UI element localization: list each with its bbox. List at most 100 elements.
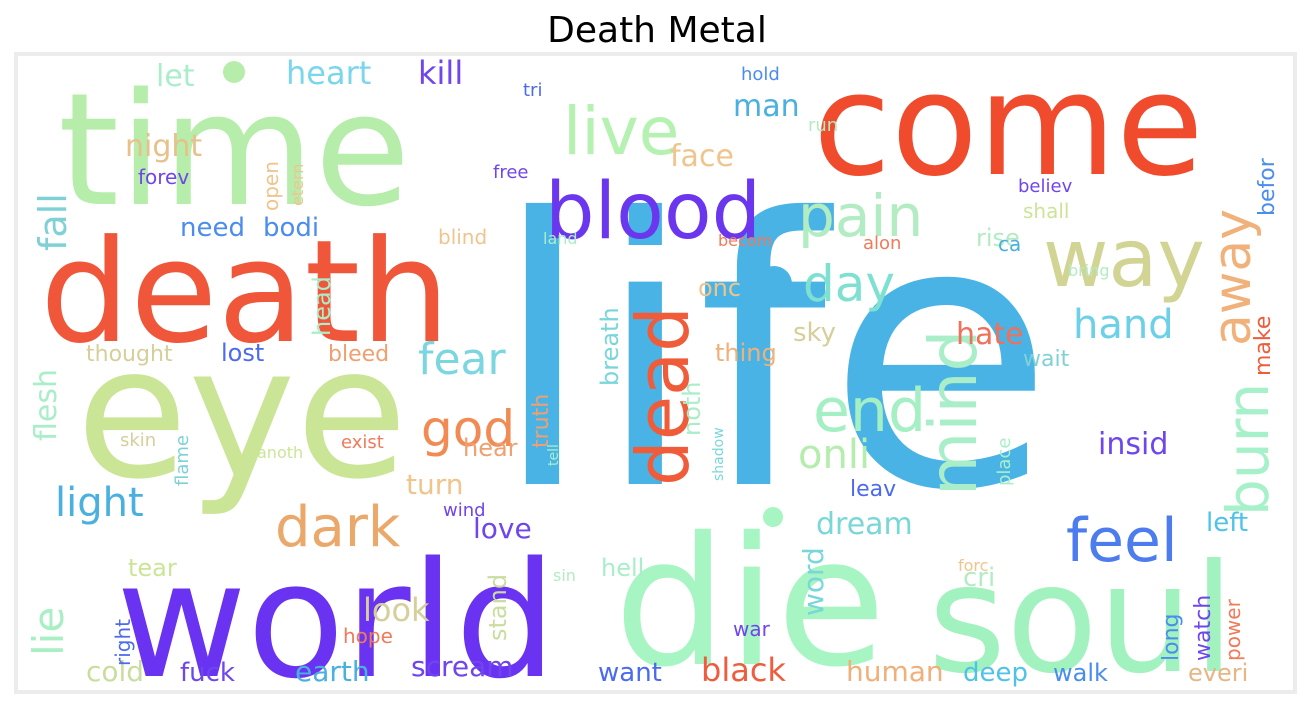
word-pain: pain bbox=[798, 182, 923, 250]
word-cri: cri bbox=[963, 563, 995, 593]
word-hold: hold bbox=[741, 64, 780, 85]
word-blood: blood bbox=[545, 167, 761, 257]
word-man: man bbox=[733, 89, 800, 124]
word-noth: noth bbox=[678, 381, 706, 436]
word-blind: blind bbox=[438, 225, 487, 249]
word-befor: befor bbox=[1255, 157, 1280, 216]
word-way: way bbox=[1043, 212, 1205, 305]
word-fall: fall bbox=[31, 193, 75, 251]
word-need: need bbox=[180, 213, 245, 243]
word-flesh: flesh bbox=[29, 369, 64, 441]
word-god: god bbox=[421, 400, 515, 458]
word-time: time bbox=[58, 59, 410, 241]
word-cloud: life come time death eye die world soul … bbox=[24, 56, 1282, 694]
word-heart: heart bbox=[286, 56, 371, 92]
word-come: come bbox=[813, 56, 1204, 208]
word-exist: exist bbox=[341, 432, 384, 453]
word-death: death bbox=[40, 210, 450, 375]
word-word: word bbox=[797, 547, 830, 616]
word-anoth: anoth bbox=[257, 443, 303, 462]
decorative-dot bbox=[763, 507, 783, 527]
word-ca: ca bbox=[998, 232, 1021, 256]
word-mind: mind bbox=[915, 330, 992, 496]
word-sky: sky bbox=[793, 318, 836, 348]
word-bleed: bleed bbox=[328, 342, 389, 367]
word-thing: thing bbox=[715, 339, 777, 367]
word-earth: earth bbox=[295, 655, 370, 688]
word-stand: stand bbox=[484, 574, 512, 641]
word-black: black bbox=[701, 651, 786, 689]
word-deep: deep bbox=[963, 658, 1028, 688]
word-want: want bbox=[598, 658, 662, 688]
chart-title: Death Metal bbox=[547, 10, 767, 51]
word-human: human bbox=[846, 655, 944, 688]
word-flame: flame bbox=[172, 435, 193, 486]
word-fear: fear bbox=[418, 334, 507, 385]
word-away: away bbox=[1203, 209, 1263, 346]
word-walk: walk bbox=[1053, 659, 1108, 687]
word-hear: hear bbox=[463, 434, 518, 462]
word-tri: tri bbox=[523, 80, 542, 101]
word-sin: sin bbox=[553, 566, 576, 585]
word-etern: etern bbox=[288, 164, 307, 206]
word-lie: lie bbox=[24, 607, 73, 656]
word-hope: hope bbox=[343, 624, 393, 648]
word-truth: truth bbox=[529, 394, 554, 448]
word-bodi: bodi bbox=[263, 213, 319, 243]
word-onli: onli bbox=[798, 432, 870, 478]
word-forc: forc bbox=[958, 556, 988, 575]
word-rise: rise bbox=[976, 224, 1020, 252]
word-wind: wind bbox=[443, 500, 486, 521]
word-right: right bbox=[111, 619, 135, 666]
word-dream: dream bbox=[816, 507, 913, 542]
word-look: look bbox=[363, 591, 430, 629]
word-believ: believ bbox=[1018, 176, 1073, 197]
word-lost: lost bbox=[221, 339, 264, 367]
word-hell: hell bbox=[601, 554, 644, 582]
word-hate: hate bbox=[956, 317, 1024, 352]
word-bring: bring bbox=[1068, 261, 1109, 280]
word-shadow: shadow bbox=[711, 427, 727, 481]
word-place: place bbox=[994, 438, 1015, 486]
word-tell: tell bbox=[546, 444, 562, 466]
word-kill: kill bbox=[418, 56, 463, 92]
word-everi: everi bbox=[1188, 659, 1248, 687]
word-cold: cold bbox=[86, 655, 144, 688]
word-love: love bbox=[473, 512, 532, 545]
word-burn: burn bbox=[1214, 383, 1282, 516]
word-eye: eye bbox=[76, 307, 408, 519]
word-power: power bbox=[1221, 598, 1245, 661]
word-feel: feel bbox=[1066, 506, 1178, 576]
word-becom: becom bbox=[718, 231, 772, 250]
word-left: left bbox=[1206, 508, 1248, 538]
word-forev: forev bbox=[138, 165, 189, 189]
word-cloud-frame: life come time death eye die world soul … bbox=[14, 52, 1297, 694]
word-insid: insid bbox=[1098, 427, 1168, 462]
decorative-dot bbox=[223, 61, 245, 83]
word-long: long bbox=[1159, 614, 1184, 661]
word-life: life bbox=[491, 142, 1055, 572]
word-free: free bbox=[493, 162, 529, 183]
word-scream: scream bbox=[411, 650, 514, 683]
word-alon: alon bbox=[863, 233, 901, 254]
word-end: end bbox=[813, 376, 926, 446]
word-light: light bbox=[55, 480, 144, 526]
word-land: land bbox=[543, 229, 578, 248]
word-hand: hand bbox=[1073, 302, 1174, 348]
word-world: world bbox=[116, 527, 557, 694]
word-watch: watch bbox=[1191, 595, 1216, 661]
word-dead: dead bbox=[621, 306, 705, 486]
word-live: live bbox=[563, 93, 679, 170]
word-skin: skin bbox=[120, 430, 156, 451]
word-let: let bbox=[156, 59, 195, 94]
word-face: face bbox=[670, 139, 734, 174]
word-make: make bbox=[1251, 316, 1276, 376]
word-war: war bbox=[733, 617, 771, 641]
word-wait: wait bbox=[1023, 347, 1070, 372]
word-die: die bbox=[614, 499, 886, 694]
word-leav: leav bbox=[850, 477, 896, 502]
word-thought: thought bbox=[86, 342, 173, 367]
word-head: head bbox=[308, 276, 336, 336]
decorative-dot bbox=[756, 266, 792, 302]
word-day: day bbox=[803, 255, 895, 313]
